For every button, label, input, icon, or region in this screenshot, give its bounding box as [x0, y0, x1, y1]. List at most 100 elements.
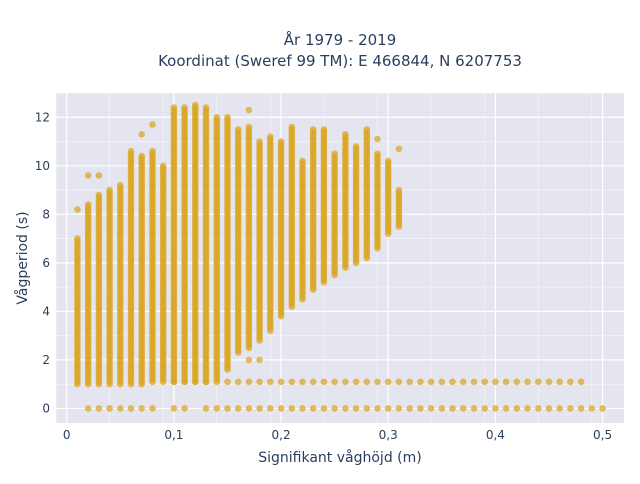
data-point: [74, 235, 81, 242]
data-point: [320, 405, 328, 412]
data-point: [309, 378, 317, 386]
data-point: [245, 123, 253, 131]
data-point: [352, 378, 360, 386]
data-point: [288, 378, 296, 386]
data-point: [524, 405, 531, 412]
data-point: [384, 157, 392, 165]
data-point: [449, 405, 456, 412]
data-point: [95, 405, 103, 412]
y-tick-label: 6: [42, 256, 50, 270]
data-point: [138, 152, 145, 160]
data-point: [513, 405, 521, 412]
data-point: [267, 378, 274, 386]
data-point: [256, 405, 263, 412]
data-point: [545, 405, 553, 412]
data-point: [192, 378, 199, 386]
data-point: [256, 356, 263, 364]
data-point: [127, 147, 135, 155]
data-point: [84, 405, 92, 412]
data-point: [363, 378, 371, 386]
data-point: [277, 405, 285, 412]
data-point: [213, 114, 221, 121]
data-point: [449, 378, 456, 386]
data-point: [513, 378, 521, 386]
data-point: [234, 405, 242, 412]
data-point: [234, 126, 242, 133]
data-point: [481, 405, 489, 412]
data-point: [502, 405, 510, 412]
data-point: [95, 172, 103, 179]
data-point: [492, 405, 499, 412]
data-point: [170, 378, 178, 386]
data-point: [106, 405, 113, 412]
data-point: [309, 126, 317, 133]
x-tick-label: 0,2: [272, 428, 291, 442]
data-point: [470, 378, 478, 386]
data-point: [245, 356, 253, 364]
data-point: [202, 378, 210, 386]
data-point: [245, 106, 253, 114]
data-point: [481, 378, 489, 386]
data-point: [267, 405, 274, 412]
data-point: [406, 378, 414, 386]
data-point: [427, 405, 435, 412]
data-point: [363, 126, 371, 133]
y-tick-label: 12: [35, 110, 50, 124]
data-point: [224, 114, 231, 121]
data-point: [556, 378, 563, 386]
data-point: [74, 206, 81, 213]
data-point: [417, 405, 424, 412]
y-tick-label: 4: [42, 304, 50, 318]
data-point: [213, 405, 221, 412]
data-point: [149, 405, 156, 412]
data-point: [535, 378, 542, 386]
data-point: [374, 135, 381, 143]
data-point: [181, 405, 188, 412]
data-point: [245, 378, 253, 386]
data-point: [492, 378, 499, 386]
data-point: [277, 378, 285, 386]
data-point: [567, 405, 574, 412]
data-points: [74, 101, 606, 412]
data-point: [181, 104, 188, 111]
data-point: [331, 378, 338, 386]
data-point: [299, 405, 306, 412]
data-point: [545, 378, 553, 386]
data-point: [502, 378, 510, 386]
data-point: [459, 405, 467, 412]
tick-labels: 0 0,1 0,2 0,3 0,4 0,5 0 2 4 6 8 10 12: [35, 110, 612, 442]
data-point: [213, 378, 221, 386]
chart-title-line-2: Koordinat (Sweref 99 TM): E 466844, N 62…: [158, 52, 522, 70]
data-point: [299, 157, 306, 165]
x-axis-title: Signifikant våghöjd (m): [258, 449, 421, 466]
data-point: [342, 131, 349, 138]
data-point: [524, 378, 531, 386]
data-point: [320, 126, 328, 133]
data-point: [352, 405, 360, 412]
x-tick-label: 0: [63, 428, 71, 442]
data-point: [342, 378, 349, 386]
data-point: [299, 378, 306, 386]
data-point: [159, 162, 167, 170]
y-tick-label: 10: [35, 159, 50, 173]
data-point: [556, 405, 563, 412]
data-point: [331, 405, 338, 412]
data-point: [202, 104, 210, 111]
x-tick-label: 0,1: [164, 428, 183, 442]
x-tick-label: 0,3: [379, 428, 398, 442]
data-point: [192, 101, 199, 109]
y-axis-title: Vågperiod (s): [14, 211, 31, 304]
data-point: [395, 145, 403, 153]
data-point: [438, 378, 446, 386]
data-point: [331, 150, 338, 157]
data-point: [588, 405, 596, 412]
y-tick-label: 2: [42, 353, 50, 367]
data-point: [599, 405, 606, 412]
data-point: [84, 201, 92, 208]
data-point: [395, 186, 403, 194]
data-point: [459, 378, 467, 386]
data-point: [395, 405, 403, 412]
data-point: [309, 405, 317, 412]
data-point: [384, 378, 392, 386]
